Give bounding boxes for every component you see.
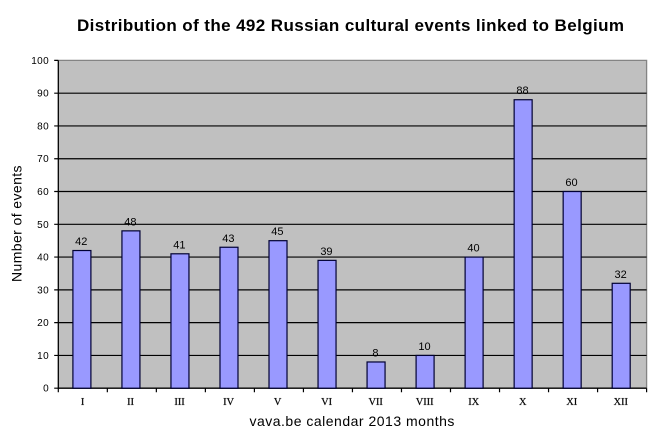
svg-text:32: 32 — [614, 269, 626, 281]
svg-text:100: 100 — [31, 56, 49, 67]
svg-text:8: 8 — [372, 347, 378, 359]
svg-text:10: 10 — [418, 341, 430, 353]
svg-text:40: 40 — [37, 253, 49, 264]
svg-text:70: 70 — [37, 154, 49, 165]
svg-text:80: 80 — [37, 121, 49, 132]
svg-text:88: 88 — [516, 85, 528, 97]
svg-text:10: 10 — [37, 351, 49, 362]
svg-text:41: 41 — [173, 239, 185, 251]
svg-text:90: 90 — [37, 89, 49, 100]
svg-text:vava.be calendar 2013 months: vava.be calendar 2013 months — [249, 413, 454, 429]
svg-text:39: 39 — [320, 246, 332, 258]
svg-text:20: 20 — [37, 318, 49, 329]
svg-text:60: 60 — [37, 187, 49, 198]
svg-text:Number of events: Number of events — [9, 165, 25, 282]
svg-text:42: 42 — [75, 236, 87, 248]
svg-text:45: 45 — [271, 226, 283, 238]
svg-text:60: 60 — [565, 177, 577, 189]
svg-text:Distribution of the 492 Russia: Distribution of the 492 Russian cultural… — [77, 16, 624, 35]
svg-text:50: 50 — [37, 220, 49, 231]
svg-text:40: 40 — [467, 243, 479, 255]
svg-text:48: 48 — [124, 216, 136, 228]
svg-text:43: 43 — [222, 233, 234, 245]
svg-text:30: 30 — [37, 285, 49, 296]
svg-text:0: 0 — [43, 384, 49, 395]
